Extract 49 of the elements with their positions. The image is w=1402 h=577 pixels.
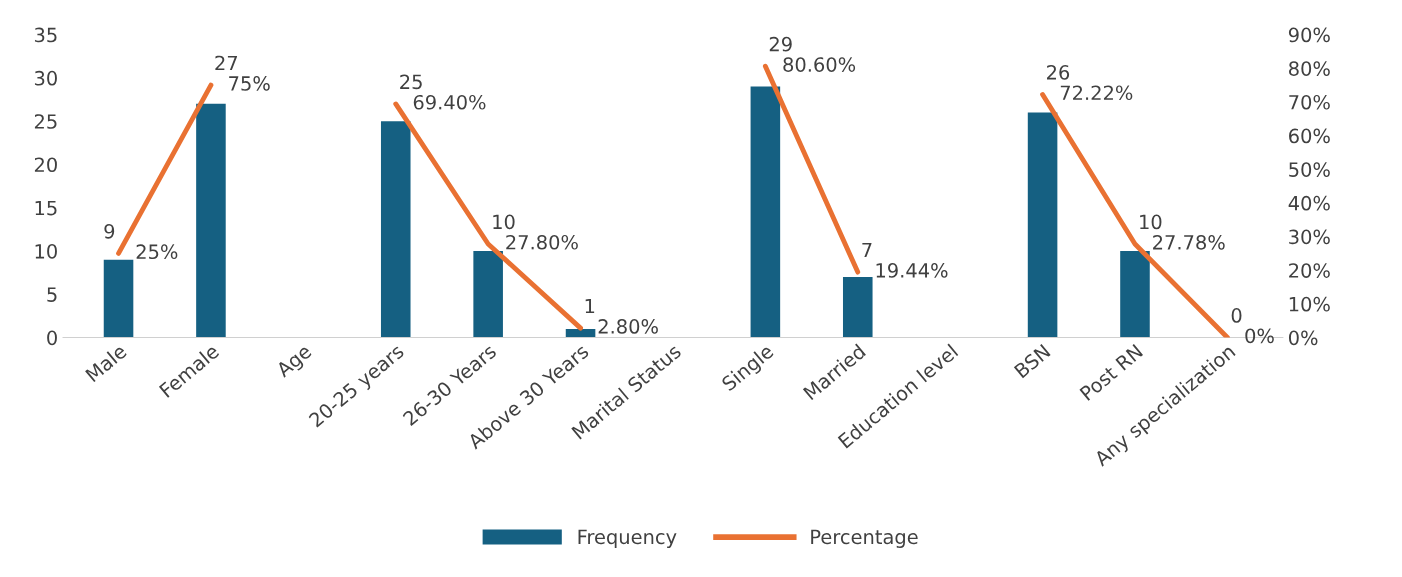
y-tick-label: 25: [34, 114, 57, 129]
y-tick-label: 10: [35, 243, 57, 259]
y2-tick-label: 60%: [1289, 128, 1330, 144]
data-label: 26: [1047, 64, 1070, 80]
data-label: 27: [215, 55, 238, 71]
bar: [1120, 250, 1150, 338]
bar: [1027, 112, 1058, 338]
data-label: 0%: [1245, 328, 1274, 344]
data-label: 29: [769, 36, 792, 52]
y2-tick-label: 10%: [1289, 296, 1330, 312]
data-label: 7: [862, 242, 872, 258]
data-label: 0: [1231, 308, 1242, 323]
y-tick-label: 15: [35, 200, 57, 216]
y2-tick-label: 30%: [1289, 229, 1330, 245]
legend-label: Percentage: [811, 529, 918, 548]
bar: [842, 276, 873, 338]
y2-tick-label: 40%: [1288, 195, 1330, 211]
y2-tick-label: 80%: [1289, 61, 1330, 76]
data-label: 72.22%: [1060, 85, 1133, 101]
y2-tick-label: 0%: [1288, 330, 1318, 346]
y2-tick-label: 50%: [1289, 162, 1330, 177]
y-tick-label: 5: [47, 287, 57, 302]
y-tick-label: 35: [34, 27, 57, 43]
y-tick-label: 20: [34, 157, 57, 173]
data-label: 27.80%: [506, 234, 578, 250]
bar: [196, 103, 226, 338]
data-label: 80.60%: [783, 57, 856, 72]
y2-tick-label: 20%: [1289, 263, 1330, 278]
data-label: 2.80%: [598, 319, 658, 334]
bar: [473, 250, 503, 338]
y-tick-label: 0: [47, 330, 57, 346]
bar: [380, 121, 411, 338]
data-label: 10: [1140, 214, 1162, 230]
y2-tick-label: 70%: [1289, 94, 1330, 110]
data-label: 10: [493, 214, 515, 230]
bar: [750, 86, 781, 338]
bar: [103, 259, 134, 338]
data-label: 27.78%: [1153, 234, 1225, 250]
data-label: 19.44%: [876, 263, 948, 278]
data-label: 69.40%: [413, 94, 486, 110]
data-label: 25%: [136, 244, 178, 260]
y-tick-label: 30: [34, 70, 57, 86]
data-label: 75%: [229, 76, 270, 91]
data-label: 1: [585, 298, 595, 314]
data-label: 25: [400, 74, 422, 90]
legend-label: Frequency: [578, 529, 677, 548]
data-label: 9: [104, 223, 115, 239]
x-tick-label: Age: [275, 343, 315, 381]
y2-tick-label: 90%: [1288, 27, 1330, 43]
